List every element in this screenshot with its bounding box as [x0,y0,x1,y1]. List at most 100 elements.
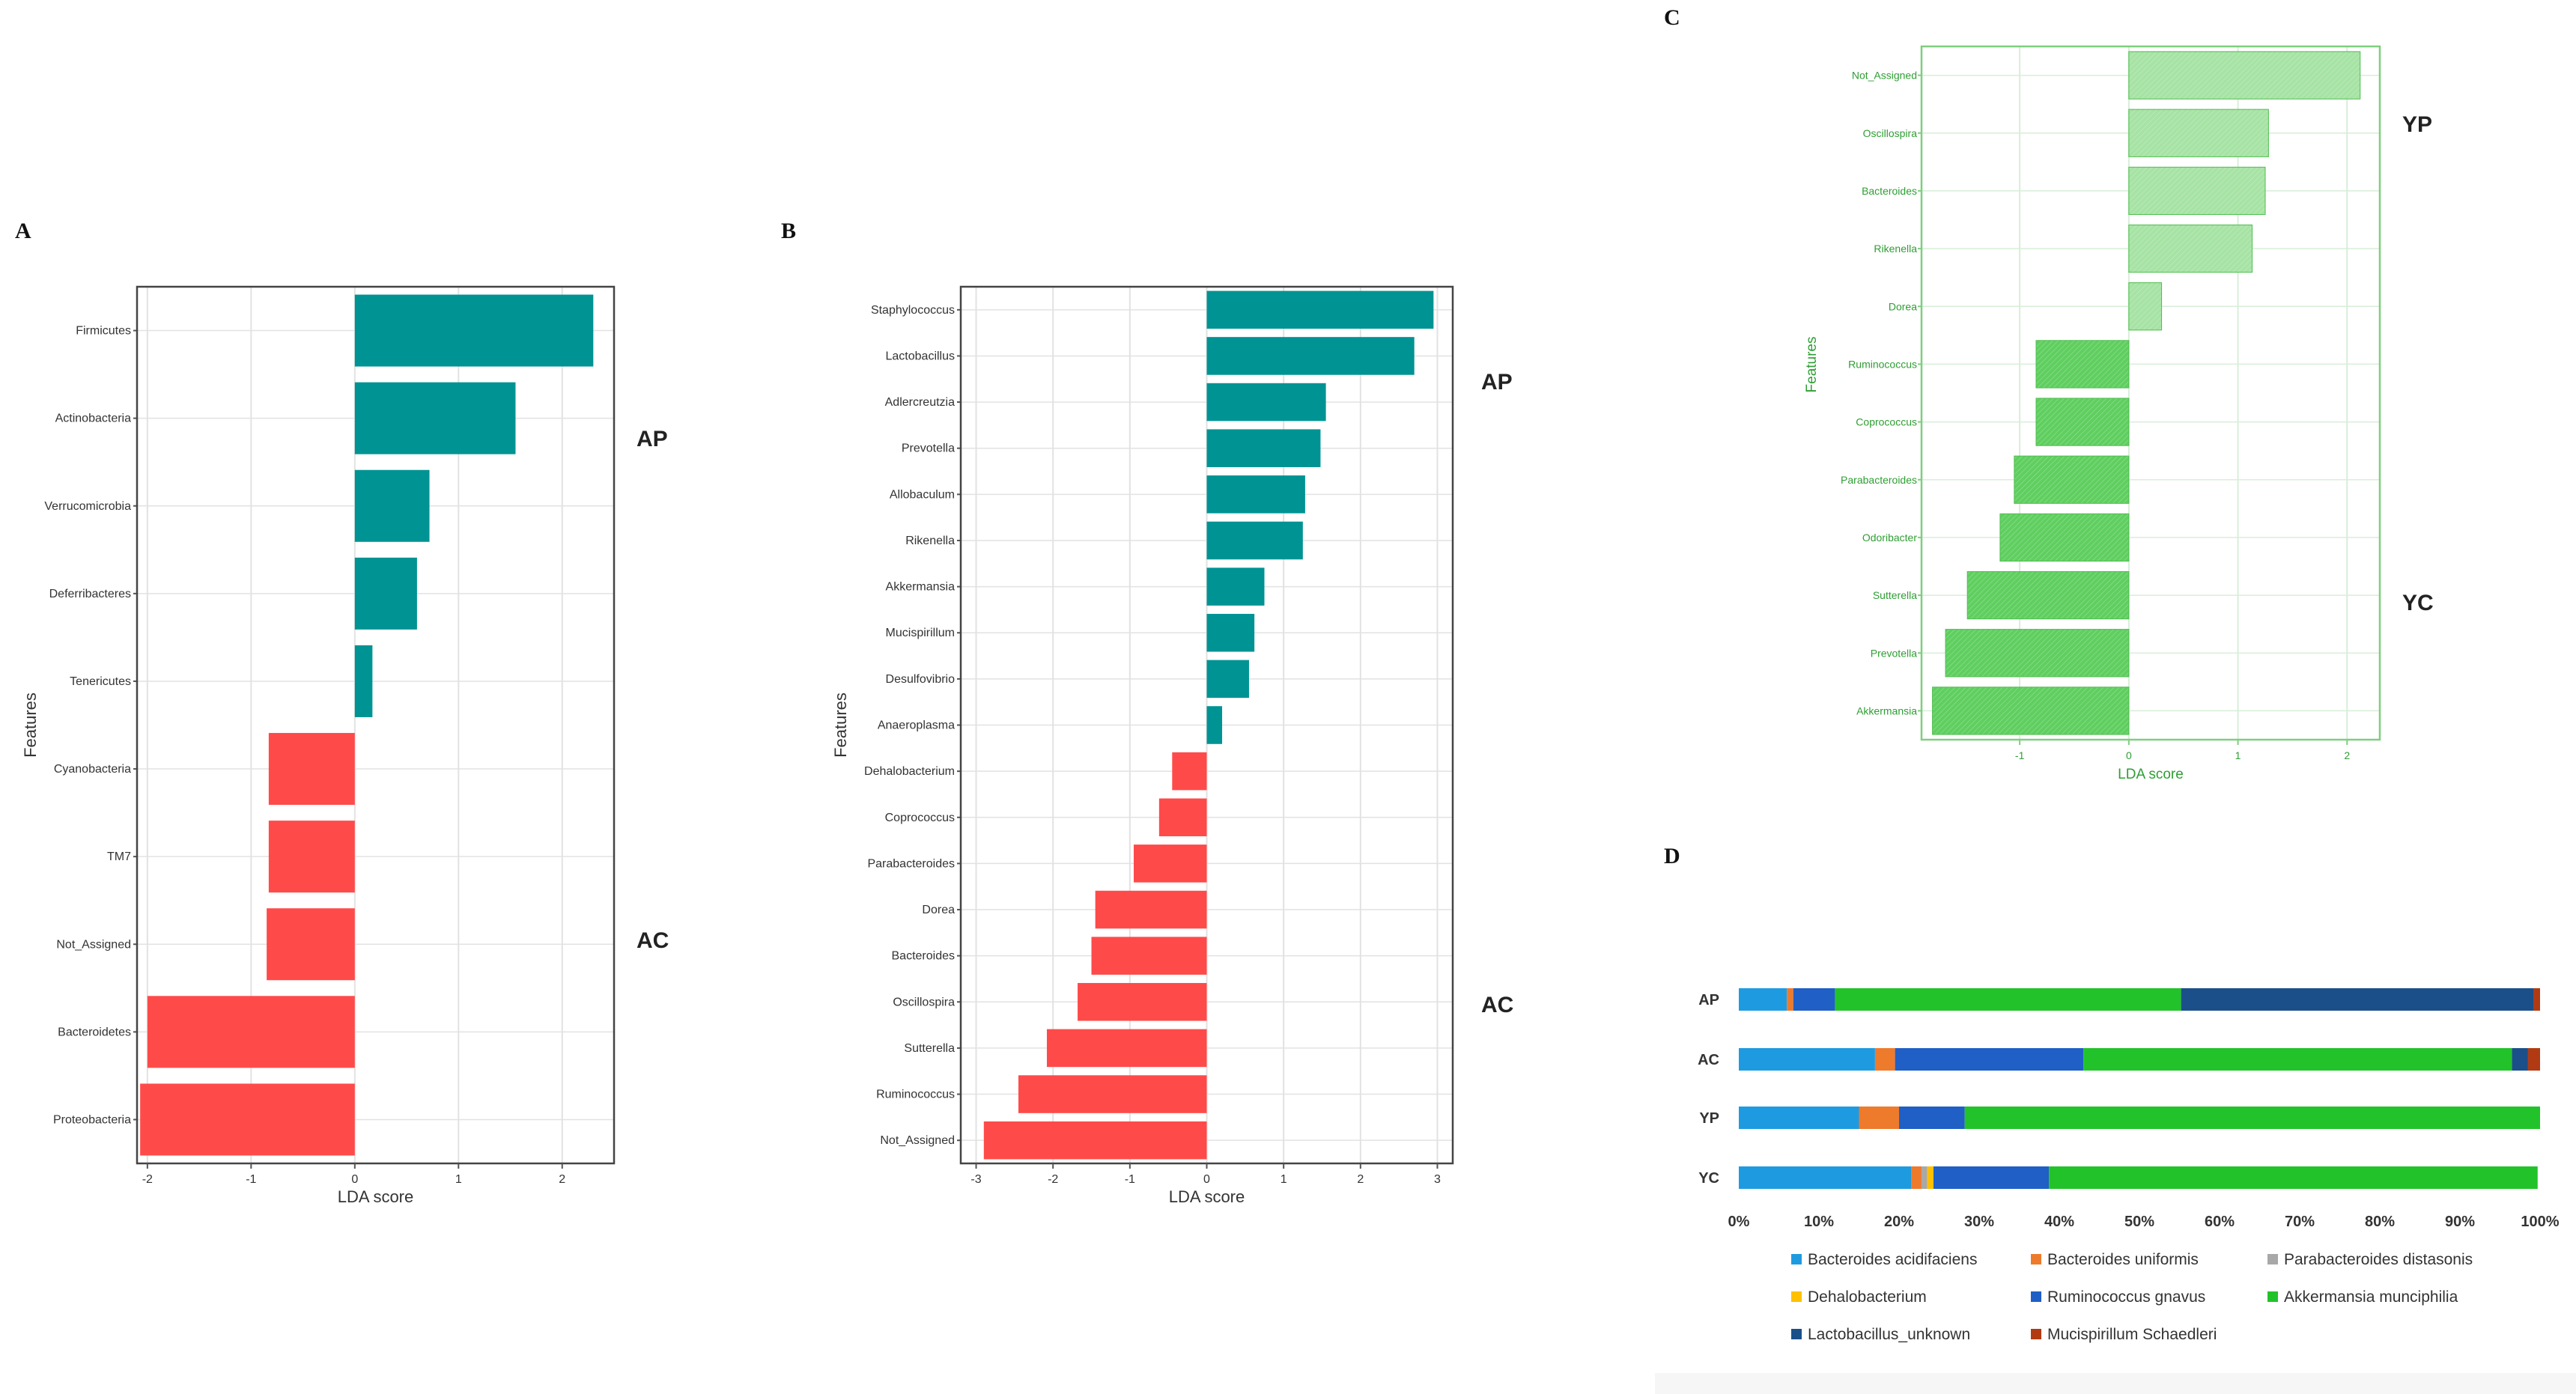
x-tick-label: 100% [2521,1214,2559,1230]
y-tick-label: Proteobacteria [53,1113,131,1126]
bar-dorea [1095,890,1207,929]
x-tick-label: -1 [2015,749,2025,761]
bar-anaeroplasma [1206,706,1223,744]
row-label-ac: AC [1698,1052,1719,1068]
panel-letter: A [15,219,31,243]
y-tick-label: Ruminococcus [1848,358,1917,370]
segment-bacteroides-acidifaciens [1739,988,1787,1011]
x-tick-label: 10% [1804,1214,1834,1230]
y-tick-label: Mucispirillum [886,627,955,639]
x-tick-label: 0% [1728,1214,1750,1230]
bar-proteobacteria [140,1083,355,1156]
legend-swatch [2267,1291,2278,1302]
segment-lactobacillus-unknown [2512,1048,2528,1071]
y-tick-label: Not_Assigned [1852,70,1917,82]
segment-dehalobacterium [1927,1166,1934,1189]
x-axis-title: LDA score [2118,767,2184,782]
x-tick-label: -1 [246,1173,256,1186]
y-tick-label: Firmicutes [76,325,131,338]
y-tick-label: Deferribacteres [49,588,131,600]
bar-hatch [1999,513,2130,562]
x-tick-label: 1 [455,1173,462,1186]
bar-prevotella [1206,429,1321,467]
bar-ruminococcus [1018,1075,1207,1113]
bar-lactobacillus [1206,337,1415,375]
row-label-ap: AP [1698,992,1719,1008]
x-tick-label: -2 [1048,1173,1058,1186]
segment-akkermansia-munciphilia [2083,1048,2512,1071]
segment-lactobacillus-unknown [2181,988,2534,1011]
x-tick-label: 90% [2445,1214,2475,1230]
x-tick-label: -2 [142,1173,153,1186]
legend-swatch [1791,1254,1802,1264]
legend-label: Parabacteroides distasonis [2284,1251,2473,1268]
y-tick-label: Anaeroplasma [878,719,955,732]
y-tick-label: Oscillospira [1863,127,1918,139]
group-label-yc: YC [2402,591,2434,615]
legend-label: Bacteroides acidifaciens [1808,1251,1977,1268]
segment-bacteroides-uniformis [1787,988,1793,1011]
y-axis-title: Features [1804,337,1820,393]
y-tick-label: Coprococcus [885,812,955,824]
x-tick-label: 50% [2124,1214,2154,1230]
legend-swatch [1791,1329,1802,1339]
bar-tm7 [268,821,355,893]
row-label-yc: YC [1698,1170,1719,1187]
panel-d: D AP AC YP YC 0% 10% 20% 30% 40% 50% 60% 70% 80% 90% 10… [1655,844,2576,1394]
y-tick-label: Parabacteroides [1841,474,1917,486]
y-tick-label: Tenericutes [70,675,131,688]
y-axis-title: Features [21,693,40,758]
y-tick-label: Allobaculum [890,488,955,501]
x-tick-label: 40% [2044,1214,2074,1230]
bar-deferribacteres [354,557,417,630]
x-tick-label: 3 [1434,1173,1441,1186]
bar-hatch [2035,340,2130,389]
y-tick-label: Sutterella [904,1042,955,1055]
legend-label: Ruminococcus gnavus [2047,1288,2205,1306]
bar-coprococcus [1158,798,1207,837]
y-tick-label: Rikenella [905,535,955,547]
group-label-ap: AP [637,427,668,451]
bar-hatch [1932,687,2130,735]
bar-firmicutes [354,294,594,367]
bar-hatch [2128,282,2163,331]
group-label-ac: AC [1481,993,1513,1017]
y-tick-label: Desulfovibrio [886,673,956,686]
bar-bacteroides [1091,937,1207,975]
x-tick-label: 0 [351,1173,358,1186]
bar-cyanobacteria [268,733,355,806]
legend-label: Dehalobacterium [1808,1288,1927,1306]
x-tick-label: 70% [2285,1214,2315,1230]
y-tick-label: Verrucomicrobia [44,500,131,513]
y-tick-label: Akkermansia [1856,704,1917,716]
bar-hatch [1945,629,2130,678]
y-tick-label: Prevotella [1871,647,1917,659]
y-tick-label: Sutterella [1873,589,1917,601]
y-tick-label: Cyanobacteria [54,763,131,776]
bar-not_assigned [267,908,355,981]
y-tick-label: Dorea [922,904,955,916]
y-tick-label: Odoribacter [1862,532,1917,544]
y-tick-label: Lactobacillus [886,350,956,362]
segment-parabacteroides-distasonis [1921,1166,1928,1189]
y-tick-label: Dorea [1889,300,1917,312]
bar-staphylococcus [1206,290,1434,329]
y-tick-label: Not_Assigned [56,938,131,951]
panel-a: A Firmicutes Actinobacteria Verrucomicrobia… [15,219,669,1206]
x-axis-title: LDA score [1169,1187,1245,1206]
y-axis-title: Features [831,693,850,758]
y-tick-label: Staphylococcus [871,304,955,317]
y-tick-label: Oscillospira [893,996,955,1008]
segment-bacteroides-uniformis [1911,1166,1922,1189]
row-label-yp: YP [1699,1110,1719,1127]
x-tick-label: 2 [559,1173,565,1186]
x-tick-label: 1 [2235,749,2241,761]
legend-label: Bacteroides uniformis [2047,1251,2199,1268]
bar-verrucomicrobia [354,469,430,542]
legend-label: Lactobacillus_unknown [1808,1326,1970,1343]
segment-ruminococcus-gnavus [1895,1048,2084,1071]
x-tick-label: -3 [970,1173,981,1186]
plot-frame [1920,45,2381,741]
bar-hatch [1966,570,2130,620]
y-tick-label: Not_Assigned [880,1134,955,1147]
